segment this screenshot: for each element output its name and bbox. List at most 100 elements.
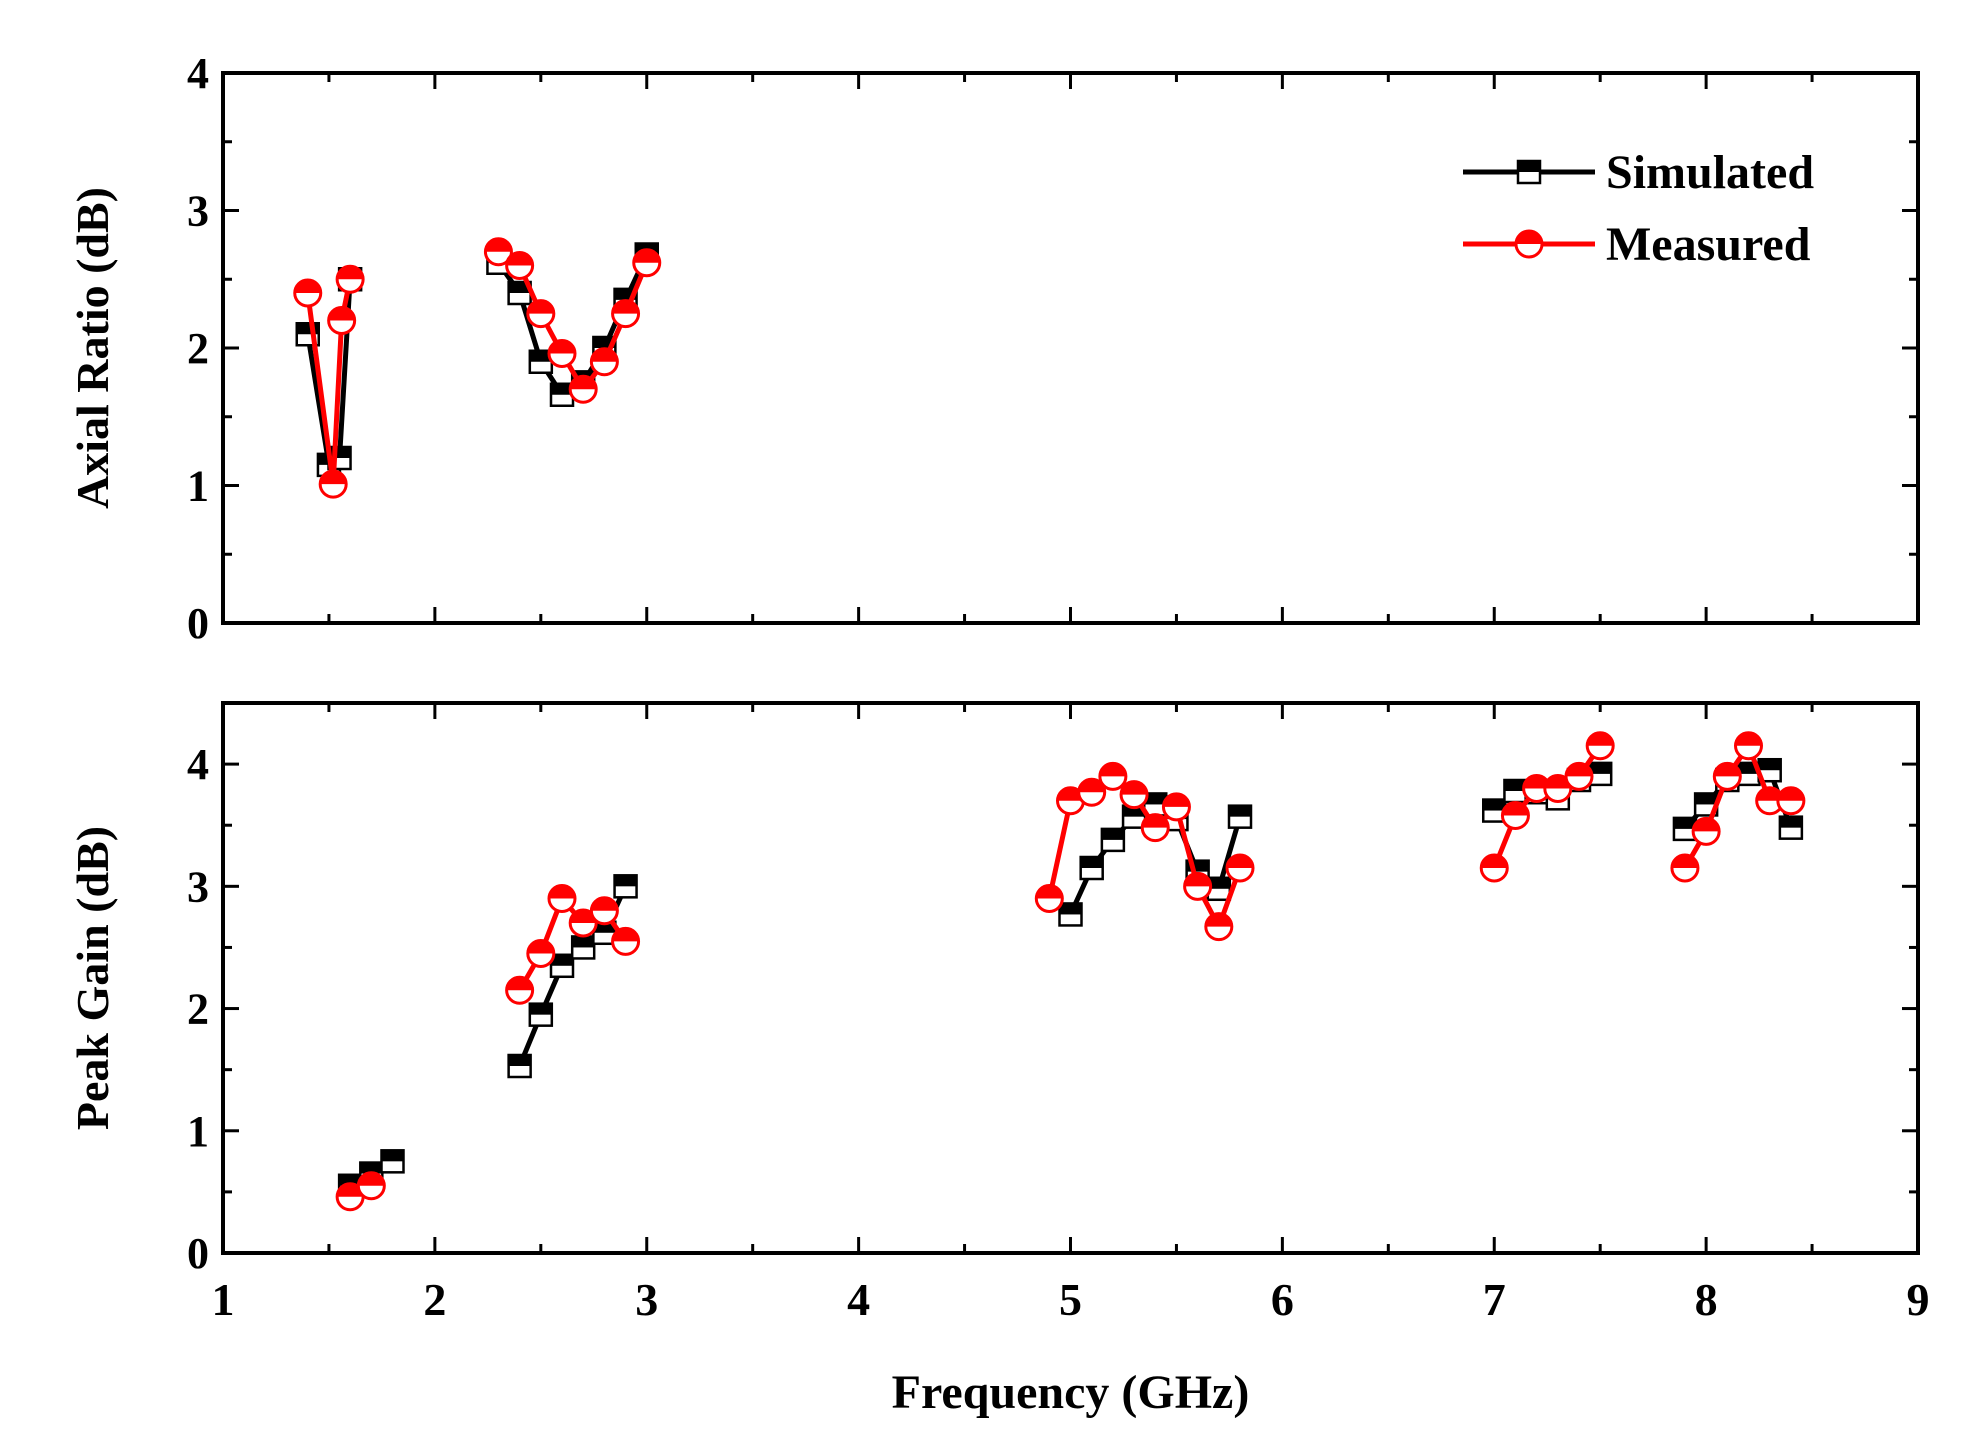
gain-measured-point-fill xyxy=(1587,732,1614,746)
gain-simulated-point-fill xyxy=(1207,877,1230,889)
axial-measured-point-fill xyxy=(337,266,364,280)
gain-x-tick-label: 9 xyxy=(1907,1274,1930,1325)
gain-y-tick-label: 4 xyxy=(187,740,209,789)
gain-simulated-point-fill xyxy=(529,1003,552,1015)
gain-simulated-point-fill xyxy=(1483,799,1506,811)
gain-simulated-point-fill xyxy=(1101,828,1124,840)
legend: Simulated Measured xyxy=(1463,146,1814,271)
axial-simulated-point-fill xyxy=(614,288,637,300)
gain-simulated-point-fill xyxy=(1695,793,1718,805)
axial-measured-point-fill xyxy=(485,238,512,252)
gain-measured-point-fill xyxy=(1142,814,1169,828)
gain-measured-point-fill xyxy=(1078,779,1105,793)
gain-simulated-point-fill xyxy=(1186,860,1209,872)
gain-measured-point-fill xyxy=(1163,793,1190,807)
axial-measured-point-fill xyxy=(328,307,355,321)
axial-measured-point-fill xyxy=(320,471,347,485)
gain-simulated-point-fill xyxy=(381,1150,404,1162)
axial-measured-point-fill xyxy=(633,249,660,263)
gain-measured-point-fill xyxy=(1756,787,1783,801)
axial-y-tick-label: 3 xyxy=(187,187,209,236)
gain-simulated-point-fill xyxy=(1779,816,1802,828)
gain-x-tick-label: 1 xyxy=(212,1274,235,1325)
axial-measured-point-fill xyxy=(527,300,554,314)
axial-y-tick-label: 2 xyxy=(187,324,209,373)
axial-y-tick-label: 1 xyxy=(187,462,209,511)
gain-measured-point-fill xyxy=(1227,855,1253,868)
gain-y-tick-label: 3 xyxy=(187,862,209,911)
gain-series-simulated xyxy=(337,757,1804,1199)
gain-x-tick-label: 3 xyxy=(635,1274,658,1325)
gain-measured-point-fill xyxy=(1693,818,1720,832)
legend-measured-label: Measured xyxy=(1606,218,1811,271)
axial-series-measured xyxy=(293,237,662,499)
gain-measured-point-fill xyxy=(612,928,639,942)
legend-measured-marker-fill xyxy=(1516,231,1542,244)
axial-simulated-point-fill xyxy=(551,383,573,395)
axial-measured-point-fill xyxy=(612,300,639,314)
axial-simulated-point-fill xyxy=(296,323,319,335)
gain-measured-point-fill xyxy=(358,1172,385,1186)
gain-simulated-point-fill xyxy=(360,1162,383,1174)
gain-x-tick-label: 2 xyxy=(423,1274,446,1325)
gain-y-axis-label: Peak Gain (dB) xyxy=(67,826,118,1130)
gain-simulated-point-fill xyxy=(508,1055,531,1066)
gain-measured-point-fill xyxy=(1777,787,1804,801)
gain-x-axis-label: Frequency (GHz) xyxy=(892,1366,1250,1419)
gain-simulated-point-fill xyxy=(339,1174,362,1186)
gain-y-tick-label: 1 xyxy=(187,1107,209,1156)
gain-x-tick-label: 8 xyxy=(1695,1274,1718,1325)
axial-simulated-point-fill xyxy=(508,282,531,293)
gain-measured-point-fill xyxy=(591,897,618,911)
gain-simulated-point-fill xyxy=(551,954,573,966)
gain-measured-point-fill xyxy=(1099,763,1126,777)
gain-x-tick-label: 5 xyxy=(1059,1274,1082,1325)
gain-measured-point-fill xyxy=(1184,873,1211,887)
gain-simulated-point-fill xyxy=(1758,759,1781,771)
gain-measured-point-fill xyxy=(506,977,533,991)
gain-simulated-point-fill xyxy=(1504,780,1527,791)
gain-simulated-point-fill xyxy=(1080,857,1103,868)
axial-y-tick-label: 0 xyxy=(187,599,209,648)
axial-simulated-point-fill xyxy=(593,337,616,348)
gain-measured-point-fill xyxy=(1735,732,1762,746)
axial-measured-point-fill xyxy=(294,280,321,293)
gain-measured-point-fill xyxy=(1036,885,1063,899)
gain-measured-point-fill xyxy=(527,940,554,954)
gain-simulated-point-fill xyxy=(1737,762,1760,774)
axial-y-tick-label: 4 xyxy=(187,49,209,98)
gain-simulated-point-fill xyxy=(1144,793,1167,805)
gain-y-tick-label: 0 xyxy=(187,1229,209,1278)
gain-measured-point-fill xyxy=(337,1183,364,1197)
gain-measured-point-fill xyxy=(570,910,597,923)
gain-series-measured xyxy=(335,731,1806,1212)
gain-measured-point-fill xyxy=(1671,855,1698,868)
gain-measured-point-fill xyxy=(1502,802,1529,816)
gain-simulated-point-fill xyxy=(572,936,595,948)
axial-simulated-point-fill xyxy=(529,350,552,362)
gain-x-tick-label: 6 xyxy=(1271,1274,1294,1325)
axial-measured-point-fill xyxy=(549,340,575,354)
legend-simulated-marker-fill xyxy=(1518,161,1540,172)
gain-measured-point-fill xyxy=(549,885,575,899)
gain-measured-point-fill xyxy=(1481,855,1508,868)
gain-simulated-point-fill xyxy=(1673,817,1696,829)
axial-measured-point-fill xyxy=(506,252,533,266)
gain-simulated-point-fill xyxy=(1589,762,1612,774)
gain-plot-frame xyxy=(221,701,1920,1255)
gain-x-tick-label: 7 xyxy=(1483,1274,1506,1325)
axial-simulated-point-fill xyxy=(328,447,351,458)
gain-x-tick-label: 4 xyxy=(847,1274,870,1325)
gain-simulated-point-fill xyxy=(1059,903,1082,915)
axial-measured-point-fill xyxy=(591,348,618,362)
gain-measured-point-fill xyxy=(1121,781,1148,795)
gain-measured-point-fill xyxy=(1205,913,1232,927)
gain-measured-point-fill xyxy=(1544,775,1571,789)
axial-measured-line xyxy=(305,278,353,487)
gain-y-tick-label: 2 xyxy=(187,985,209,1034)
axial-y-axis-label: Axial Ratio (dB) xyxy=(67,187,118,509)
gain-simulated-point-fill xyxy=(614,875,637,887)
gain-simulated-point-fill xyxy=(1229,805,1251,817)
